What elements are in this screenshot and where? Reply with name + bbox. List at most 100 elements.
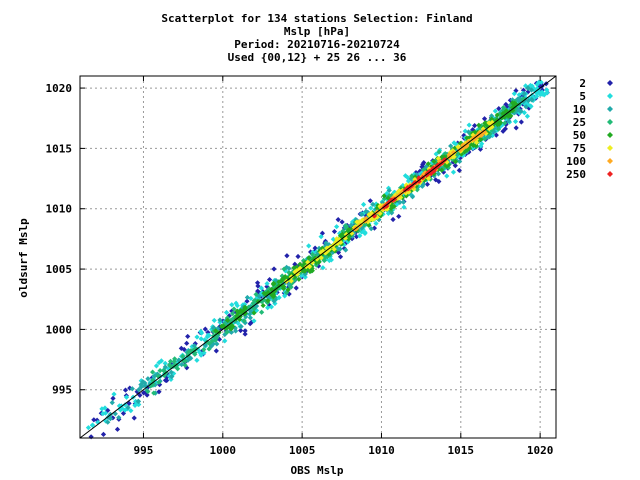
scatter-point-bin-10 bbox=[397, 199, 403, 206]
scatter-point-bin-25 bbox=[156, 379, 162, 385]
scatter-point-bin-10 bbox=[147, 381, 153, 387]
scatter-point-bin-25 bbox=[321, 255, 327, 261]
scatter-point-bin-75 bbox=[377, 210, 383, 217]
scatter-point-bin-50 bbox=[296, 276, 302, 282]
scatter-point-bin-2 bbox=[293, 285, 299, 291]
scatter-point-bin-25 bbox=[520, 97, 526, 103]
scatter-point-bin-50 bbox=[270, 281, 277, 287]
scatter-point-bin-5 bbox=[128, 408, 134, 414]
scatter-point-bin-2 bbox=[244, 298, 250, 304]
scatter-point-bin-25 bbox=[288, 284, 294, 290]
scatter-point-bin-50 bbox=[263, 291, 269, 298]
scatter-point-bin-50 bbox=[466, 145, 473, 151]
scatter-point-bin-10 bbox=[217, 317, 223, 323]
scatter-point-bin-50 bbox=[276, 283, 282, 289]
scatter-point-bin-10 bbox=[248, 308, 254, 314]
scatter-point-bin-10 bbox=[125, 404, 131, 411]
legend-label-250: 250 bbox=[566, 168, 586, 181]
ticks-layer: 995 1000 1005 1010 1015 1020 995 1000 1005 1010 10… bbox=[46, 76, 556, 457]
scatter-point-bin-2 bbox=[295, 253, 301, 260]
scatter-point-bin-5 bbox=[306, 243, 312, 249]
legend-label-10: 10 bbox=[573, 103, 586, 116]
scatter-point-bin-25 bbox=[420, 167, 427, 173]
scatter-point-bin-5 bbox=[258, 285, 265, 291]
scatter-point-bin-10 bbox=[521, 91, 527, 97]
scatter-point-bin-2 bbox=[493, 132, 499, 138]
legend-label-50: 50 bbox=[573, 129, 586, 142]
scatter-point-bin-5 bbox=[433, 151, 439, 157]
scatter-point-bin-2 bbox=[264, 284, 270, 290]
scatter-point-bin-10 bbox=[179, 361, 185, 368]
scatter-point-bin-25 bbox=[224, 315, 231, 321]
scatter-point-bin-10 bbox=[282, 280, 288, 286]
scatter-point-bin-100 bbox=[471, 136, 477, 142]
scatter-point-bin-25 bbox=[253, 291, 259, 297]
scatter-point-bin-25 bbox=[281, 266, 287, 272]
scatter-point-bin-10 bbox=[457, 158, 463, 164]
scatter-point-bin-2 bbox=[413, 169, 419, 176]
scatter-point-bin-2 bbox=[131, 415, 137, 421]
scatter-point-bin-5 bbox=[337, 230, 343, 236]
scatter-point-bin-75 bbox=[325, 245, 331, 251]
scatter-point-bin-75 bbox=[331, 246, 337, 252]
scatter-point-bin-2 bbox=[525, 89, 531, 95]
scatter-point-bin-5 bbox=[527, 95, 533, 102]
scatter-point-bin-2 bbox=[185, 333, 191, 340]
y-tick-label: 1020 bbox=[46, 82, 73, 95]
scatter-point-bin-50 bbox=[307, 268, 313, 275]
scatter-point-bin-2 bbox=[266, 276, 273, 283]
scatter-point-bin-50 bbox=[297, 261, 303, 267]
scatter-point-bin-50 bbox=[375, 202, 381, 209]
scatter-point-bin-10 bbox=[370, 201, 376, 207]
scatter-point-bin-25 bbox=[180, 358, 186, 364]
scatter-point-bin-5 bbox=[528, 103, 534, 110]
scatter-point-bin-10 bbox=[315, 250, 321, 256]
scatter-point-bin-75 bbox=[318, 249, 324, 256]
scatter-point-bin-25 bbox=[251, 298, 257, 304]
scatter-point-bin-10 bbox=[214, 341, 220, 347]
scatter-point-bin-5 bbox=[320, 265, 326, 271]
legend-label-25: 25 bbox=[573, 116, 586, 129]
scatter-point-bin-2 bbox=[513, 88, 519, 94]
scatter-point-bin-10 bbox=[185, 357, 191, 363]
y-tick-label: 995 bbox=[52, 384, 72, 397]
scatter-point-bin-10 bbox=[233, 328, 239, 334]
scatter-point-bin-5 bbox=[479, 141, 485, 147]
scatter-point-bin-2 bbox=[335, 217, 341, 223]
scatter-point-bin-2 bbox=[114, 426, 121, 432]
scatter-point-bin-25 bbox=[161, 372, 168, 379]
scatter-point-bin-5 bbox=[450, 169, 457, 175]
scatter-point-bin-10 bbox=[243, 314, 249, 320]
scatter-point-bin-100 bbox=[478, 132, 484, 138]
scatter-point-bin-2 bbox=[94, 417, 100, 423]
scatter-point-bin-5 bbox=[194, 357, 200, 363]
scatter-point-bin-25 bbox=[175, 366, 181, 372]
scatter-point-bin-25 bbox=[182, 362, 188, 368]
scatter-point-bin-75 bbox=[488, 121, 494, 127]
scatter-point-bin-25 bbox=[445, 164, 452, 171]
scatter-point-bin-25 bbox=[209, 338, 215, 344]
scatter-point-bin-5 bbox=[123, 394, 130, 400]
scatter-point-bin-2 bbox=[216, 336, 223, 342]
scatter-point-bin-2 bbox=[254, 280, 261, 286]
scatter-point-bin-50 bbox=[213, 328, 219, 334]
scatter-point-bin-25 bbox=[230, 310, 236, 317]
scatter-point-bin-5 bbox=[451, 140, 457, 146]
scatter-point-bin-50 bbox=[285, 287, 291, 293]
scatter-point-bin-5 bbox=[394, 201, 400, 207]
scatter-point-bin-2 bbox=[271, 266, 277, 272]
scatter-point-bin-2 bbox=[144, 392, 150, 398]
scatter-point-bin-5 bbox=[489, 132, 496, 139]
diagonal-reference-line bbox=[79, 75, 557, 439]
scatter-point-bin-50 bbox=[507, 109, 513, 115]
plot-frame bbox=[79, 75, 557, 439]
scatter-point-bin-50 bbox=[282, 273, 288, 280]
scatter-point-bin-25 bbox=[340, 228, 346, 234]
scatter-point-bin-2 bbox=[100, 431, 107, 437]
scatter-point-bin-50 bbox=[316, 259, 322, 265]
y-tick-label: 1010 bbox=[46, 203, 73, 216]
scatter-point-bin-10 bbox=[247, 311, 253, 317]
scatter-point-bin-25 bbox=[414, 187, 420, 193]
scatter-point-bin-10 bbox=[138, 384, 144, 390]
